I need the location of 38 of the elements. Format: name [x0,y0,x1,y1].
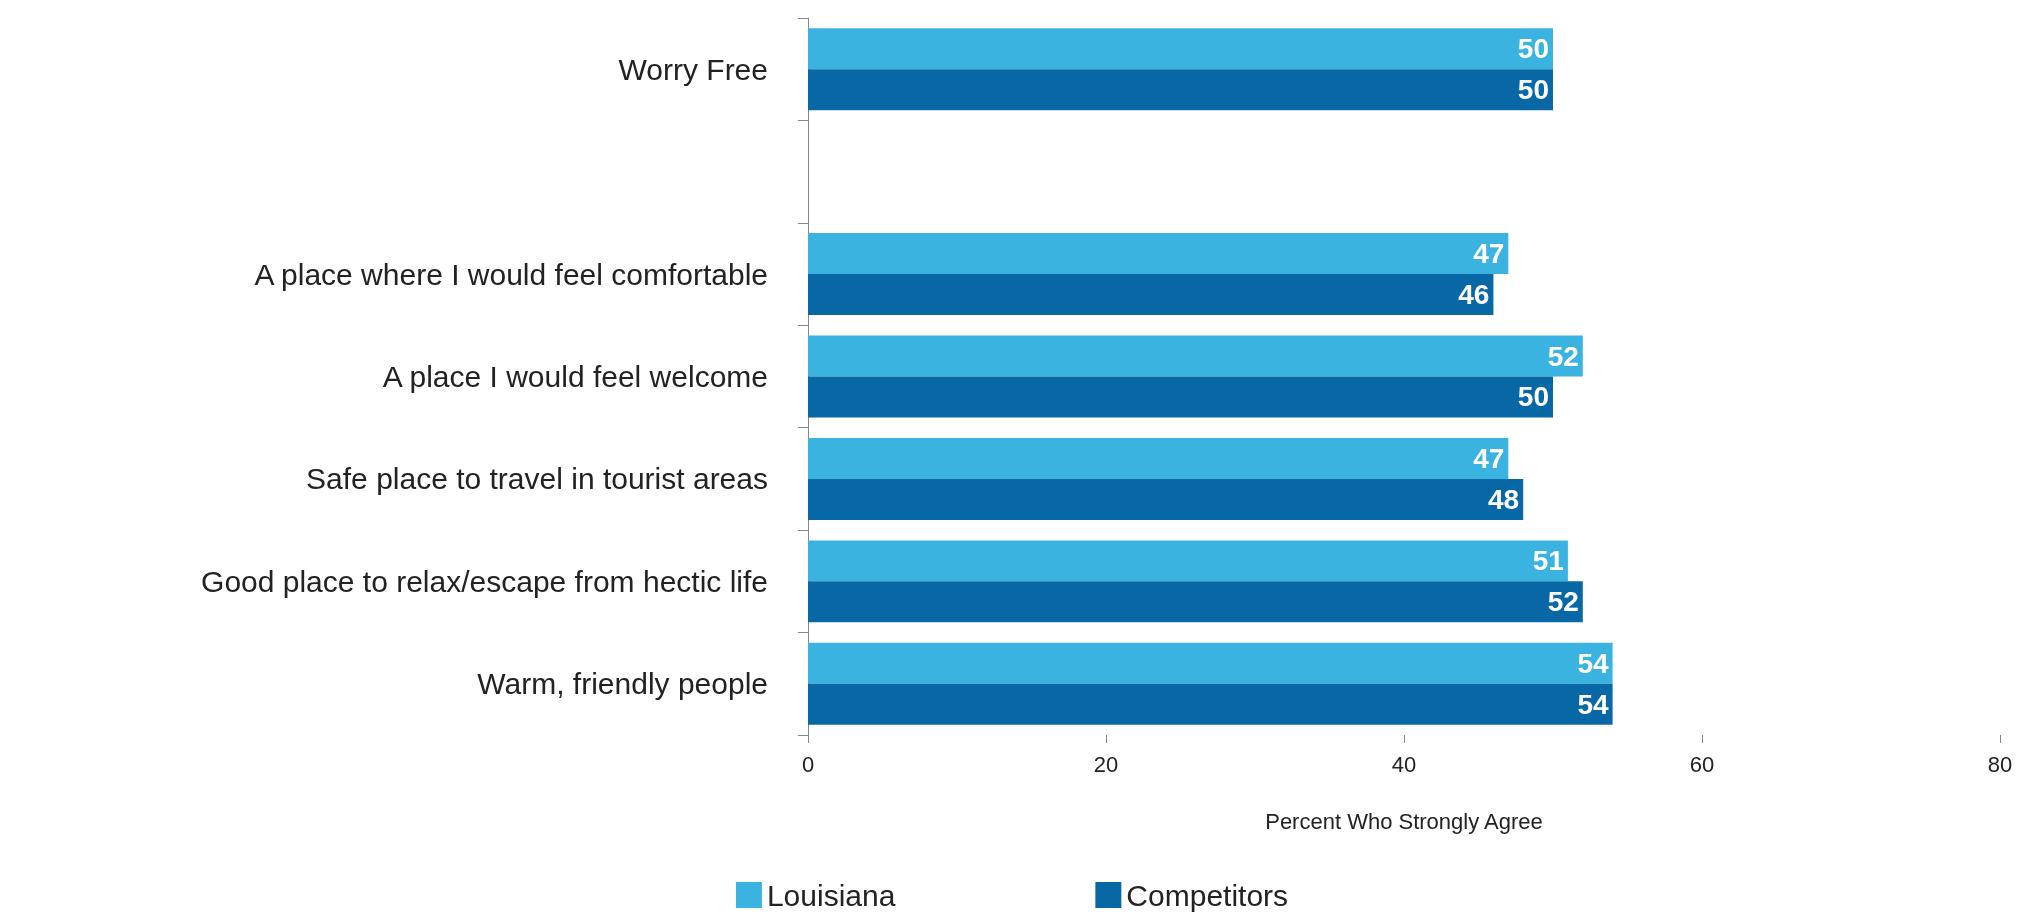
bar [808,581,1583,623]
y-tick-label: Worry Free [618,52,768,86]
bar [808,642,1613,684]
x-axis-title: Percent Who Strongly Agree [1265,808,1543,834]
bar [808,335,1583,377]
x-tick-label: 0 [801,751,815,777]
y-tick-label: Good place to relax/escape from hectic life [201,564,768,598]
data-label: 54 [1577,647,1610,679]
x-tick-label: 20 [1093,751,1119,777]
data-label: 50 [1517,74,1549,106]
bar [808,69,1553,111]
bar [808,683,1613,725]
bar [808,540,1568,582]
data-label: 46 [1458,279,1490,311]
data-label: 47 [1473,238,1505,270]
bar [808,478,1524,520]
bar [808,274,1494,316]
data-label: 47 [1473,442,1505,474]
bar [808,28,1553,70]
data-label: 50 [1517,381,1549,413]
bar [808,233,1509,275]
x-tick-label: 40 [1391,751,1417,777]
data-label: 50 [1517,33,1549,65]
data-label: 48 [1488,483,1520,515]
data-label: 52 [1547,340,1579,372]
y-tick-label: Warm, friendly people [477,667,768,701]
y-tick-label: Safe place to travel in tourist areas [306,462,768,496]
data-label: 51 [1532,545,1564,577]
x-tick-label: 60 [1689,751,1715,777]
y-tick-label: A place I would feel welcome [382,360,768,393]
x-tick-label: 80 [1987,751,2013,777]
bar [808,437,1509,479]
data-label: 54 [1577,688,1610,720]
data-label: 52 [1547,586,1579,618]
bar [808,376,1553,418]
legend-label: Competitors [1126,878,1289,912]
legend-label: Louisiana [766,878,896,912]
y-tick-label: A place where I would feel comfortable [254,257,768,291]
